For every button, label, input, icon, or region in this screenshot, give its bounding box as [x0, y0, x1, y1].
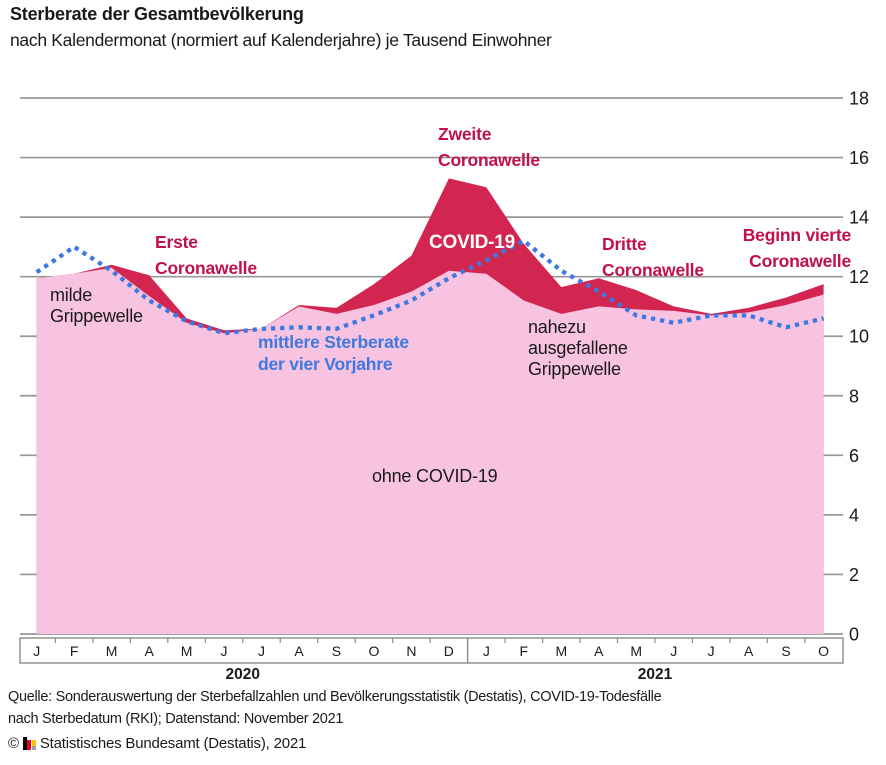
area-without-covid [36, 267, 824, 634]
y-axis-label: 14 [849, 208, 869, 228]
annotation-second-corona-wave: Zweite Coronawelle [438, 124, 540, 170]
month-label: M [630, 643, 642, 659]
month-label: S [332, 643, 341, 659]
month-label: A [744, 643, 754, 659]
month-label: M [181, 643, 193, 659]
month-label: J [708, 643, 715, 659]
annotation-third-corona-wave: Dritte Coronawelle [602, 234, 704, 280]
month-label: D [444, 643, 454, 659]
y-axis-label: 18 [849, 88, 869, 108]
month-label: A [594, 643, 604, 659]
month-label: M [555, 643, 567, 659]
month-label: J [33, 643, 40, 659]
month-label: A [294, 643, 304, 659]
month-label: J [258, 643, 265, 659]
annotation-fourth-corona-wave: Beginn vierte Coronawelle [742, 225, 851, 271]
month-label: J [670, 643, 677, 659]
year-label: 2021 [638, 666, 673, 683]
y-axis-label: 10 [849, 327, 869, 347]
month-label: J [221, 643, 228, 659]
annotation-covid19-label: COVID-19 [429, 232, 516, 253]
month-axis-box [19, 637, 844, 664]
y-axis-label: 4 [849, 505, 859, 525]
month-label: A [144, 643, 154, 659]
month-label: F [70, 643, 79, 659]
annotation-absent-flu-wave: nahezu ausgefallene Grippewelle [528, 317, 628, 379]
annotation-without-covid-label: ohne COVID-19 [372, 466, 498, 486]
month-label: M [106, 643, 118, 659]
y-axis-label: 0 [849, 625, 859, 645]
y-axis-label: 16 [849, 148, 869, 168]
copyright-symbol: © [8, 735, 19, 752]
month-label: O [818, 643, 829, 659]
month-label: O [368, 643, 379, 659]
page-subtitle: nach Kalendermonat (normiert auf Kalende… [10, 30, 552, 50]
annotation-mild-flu-wave: milde Grippewelle [50, 285, 143, 326]
copyright-line: © Statistisches Bundesamt (Destatis), 20… [8, 735, 306, 752]
annotation-average-line-label: mittlere Sterberate der vier Vorjahre [258, 332, 409, 374]
y-axis-label: 6 [849, 446, 859, 466]
source-note: Quelle: Sonderauswertung der Sterbefallz… [8, 689, 662, 727]
month-label: S [781, 643, 790, 659]
month-label: N [406, 643, 416, 659]
destatis-logo-icon [22, 737, 36, 750]
four-year-average-line [35, 238, 825, 336]
y-axis-label: 12 [849, 267, 869, 287]
y-axis-label: 2 [849, 565, 859, 585]
y-axis-label: 8 [849, 386, 859, 406]
month-label: F [520, 643, 529, 659]
year-label: 2020 [226, 666, 260, 683]
annotation-first-corona-wave: Erste Coronawelle [155, 232, 257, 278]
month-label: J [483, 643, 490, 659]
page-title: Sterberate der Gesamtbevölkerung [10, 4, 304, 24]
copyright-text: Statistisches Bundesamt (Destatis), 2021 [39, 735, 307, 752]
